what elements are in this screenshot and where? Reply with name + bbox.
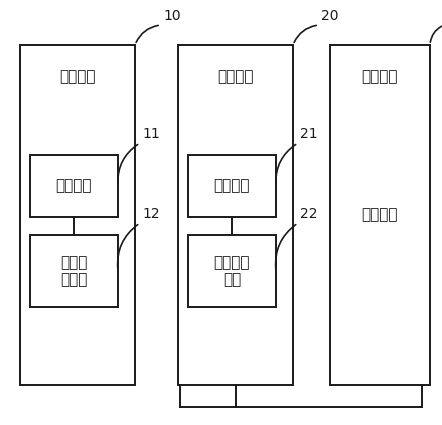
Text: 12: 12 [142,207,160,221]
Bar [188,235,276,307]
Text: 第一检
测单元: 第一检 测单元 [60,255,88,287]
Text: 22: 22 [300,207,317,221]
Bar [178,45,293,385]
Bar [30,155,118,217]
Text: 第二检测
单元: 第二检测 单元 [214,255,250,287]
Text: 10: 10 [163,9,181,23]
Text: 处理模块: 处理模块 [362,70,398,85]
Text: 发送单元: 发送单元 [214,178,250,193]
Text: 11: 11 [142,127,160,141]
Text: 接收单元: 接收单元 [56,178,92,193]
Text: 接收模块: 接收模块 [59,70,96,85]
Text: 21: 21 [300,127,318,141]
Text: 20: 20 [321,9,339,23]
Bar [188,155,276,217]
Bar [330,45,430,385]
Bar [30,235,118,307]
Bar [20,45,135,385]
Text: 处理模块: 处理模块 [362,207,398,223]
Text: 输出模块: 输出模块 [217,70,254,85]
